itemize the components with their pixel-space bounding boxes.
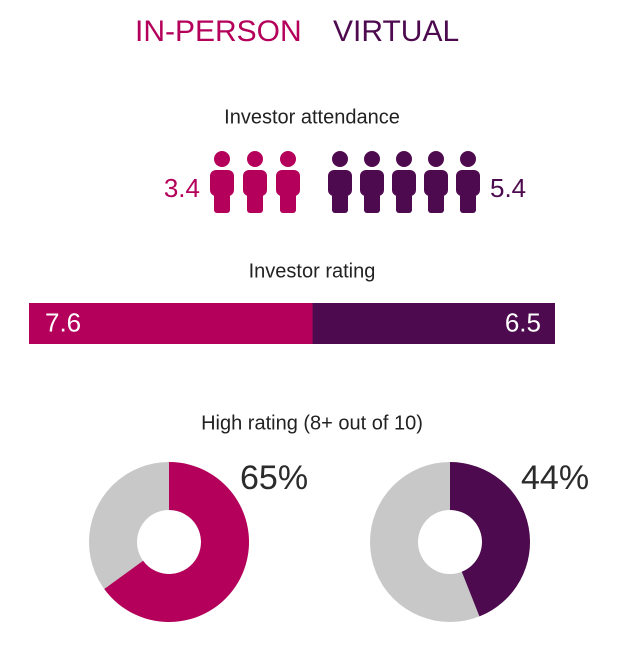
donut-slice [450, 462, 530, 617]
person-head [364, 151, 380, 167]
person-body [456, 170, 480, 196]
value-label: 6.5 [505, 307, 541, 337]
person-head [214, 151, 230, 167]
person-body [424, 170, 448, 196]
legend-entry: IN-PERSON [135, 15, 302, 48]
person-body [328, 170, 352, 196]
icon-group [328, 151, 480, 213]
legend-entry: VIRTUAL [333, 15, 459, 48]
bar-segment [29, 303, 313, 344]
person-legs [428, 190, 444, 213]
person-legs [460, 190, 476, 213]
donut-slice [104, 462, 249, 623]
value-label: 44% [521, 459, 589, 497]
person-body [210, 170, 234, 196]
value-label: 65% [240, 459, 308, 497]
person-legs [396, 190, 412, 213]
person-head [428, 151, 444, 167]
person-body [276, 170, 300, 196]
person-head [247, 151, 263, 167]
person-body [392, 170, 416, 196]
value-label: 3.4 [164, 173, 200, 203]
section-title: Investor rating [249, 260, 376, 282]
person-legs [280, 190, 296, 213]
person-legs [214, 190, 230, 213]
person-body [243, 170, 267, 196]
person-head [280, 151, 296, 167]
person-head [460, 151, 476, 167]
value-label: 5.4 [490, 173, 526, 203]
person-body [360, 170, 384, 196]
bar-segment [312, 303, 555, 344]
section-title: High rating (8+ out of 10) [201, 412, 423, 434]
person-head [396, 151, 412, 167]
value-label: 7.6 [45, 307, 81, 337]
person-legs [364, 190, 380, 213]
person-head [332, 151, 348, 167]
person-legs [332, 190, 348, 213]
person-legs [247, 190, 263, 213]
section-title: Investor attendance [224, 106, 400, 128]
icon-group [210, 151, 300, 213]
